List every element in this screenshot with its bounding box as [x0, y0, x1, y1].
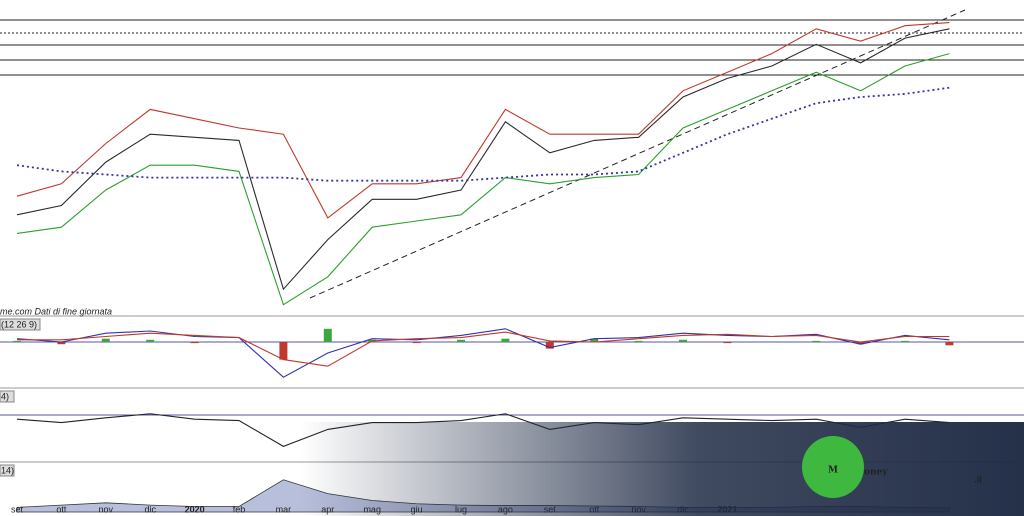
levels [0, 9, 1024, 463]
histogram-bar [901, 340, 909, 342]
x-tick-label: 2020 [185, 504, 205, 514]
histogram-bar [856, 342, 865, 345]
histogram-bar [457, 339, 465, 342]
histogram-bar [146, 339, 155, 342]
histogram-bar [590, 338, 599, 342]
histogram-bar [723, 342, 732, 344]
logo-initial: M [828, 466, 838, 476]
x-tick-label: nov [99, 504, 114, 514]
panel-label-box [0, 464, 15, 477]
line [16, 28, 950, 291]
x-tick-label: mar [276, 504, 292, 514]
histogram-bar [679, 339, 687, 342]
panel-label: 14) [1, 465, 14, 475]
histogram-bar [501, 338, 510, 342]
histogram-bar [101, 338, 110, 342]
x-tick-label: feb [233, 504, 246, 514]
histogram-bar [13, 340, 21, 342]
line [16, 86, 950, 182]
histogram-bar [412, 342, 421, 344]
histogram-bar [279, 342, 288, 360]
panel-label: 4) [1, 391, 9, 401]
histogram-bar [545, 342, 554, 349]
histogram-bar [323, 328, 332, 342]
histogram-bar [945, 342, 954, 346]
logo-text: oney [864, 468, 888, 478]
line [16, 413, 950, 448]
line [16, 22, 950, 219]
histogram-bar [634, 340, 643, 342]
logo-circle [802, 436, 864, 498]
overlay [300, 422, 1024, 516]
x-tick-label: ott [56, 504, 67, 514]
x-tick-label: dic [144, 504, 156, 514]
histogram-bar [57, 342, 66, 345]
line [16, 53, 950, 306]
source-label: me.com Dati di fine giornata [0, 306, 112, 316]
panel-label: (12 26 9) [1, 319, 37, 329]
line [17, 331, 950, 367]
panel-label-box [0, 318, 41, 331]
histogram-bar [812, 340, 821, 342]
panel-label-box [0, 390, 15, 403]
logo-suffix: .it [974, 474, 982, 484]
histogram-bar [190, 342, 199, 344]
x-tick-label: set [11, 504, 24, 514]
